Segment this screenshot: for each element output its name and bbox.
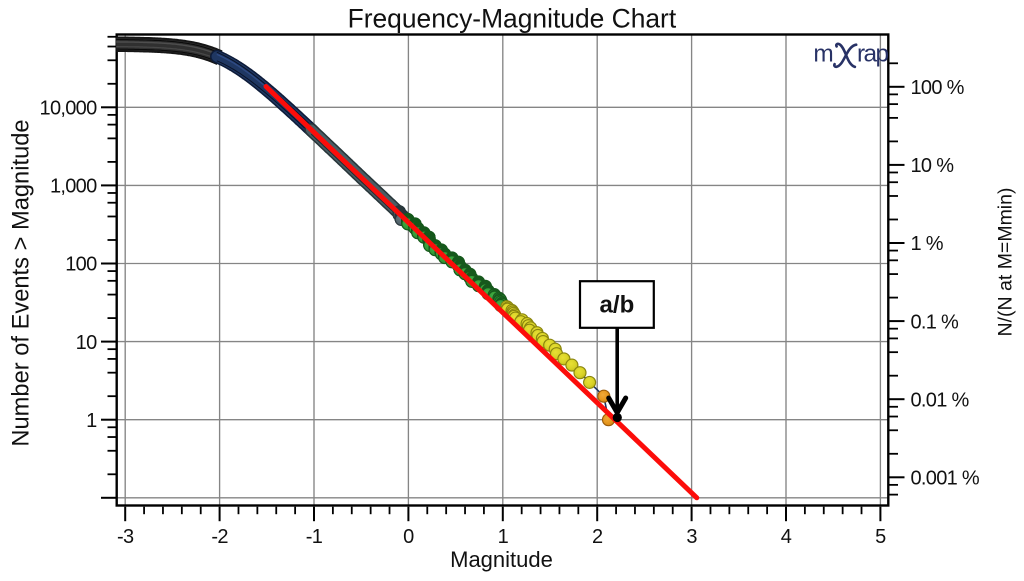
svg-text:a/b: a/b xyxy=(600,292,635,319)
svg-text:N/(N at M=Mmin): N/(N at M=Mmin) xyxy=(995,188,1017,337)
svg-text:1 %: 1 % xyxy=(911,233,944,255)
svg-text:10,000: 10,000 xyxy=(40,98,98,120)
svg-text:0: 0 xyxy=(403,526,414,548)
svg-text:Magnitude: Magnitude xyxy=(450,547,553,572)
svg-text:-3: -3 xyxy=(117,526,134,548)
svg-text:1: 1 xyxy=(86,410,97,432)
svg-text:10: 10 xyxy=(76,332,97,354)
svg-text:rap: rap xyxy=(857,40,888,67)
svg-text:2: 2 xyxy=(592,526,603,548)
svg-text:5: 5 xyxy=(875,526,886,548)
svg-text:-1: -1 xyxy=(306,526,323,548)
svg-text:100: 100 xyxy=(65,254,97,276)
svg-text:-2: -2 xyxy=(211,526,228,548)
svg-text:3: 3 xyxy=(686,526,697,548)
svg-text:m: m xyxy=(813,40,833,67)
svg-text:1,000: 1,000 xyxy=(50,176,97,198)
svg-text:Number of Events > Magnitude: Number of Events > Magnitude xyxy=(9,119,35,446)
svg-text:1: 1 xyxy=(498,526,509,548)
svg-text:0.001 %: 0.001 % xyxy=(911,468,980,490)
svg-text:4: 4 xyxy=(781,526,792,548)
svg-text:0.1 %: 0.1 % xyxy=(911,311,960,333)
svg-text:0.01 %: 0.01 % xyxy=(911,389,970,411)
svg-text:10 %: 10 % xyxy=(911,155,955,177)
svg-text:Frequency-Magnitude Chart: Frequency-Magnitude Chart xyxy=(348,4,677,34)
svg-text:100 %: 100 % xyxy=(911,77,965,99)
